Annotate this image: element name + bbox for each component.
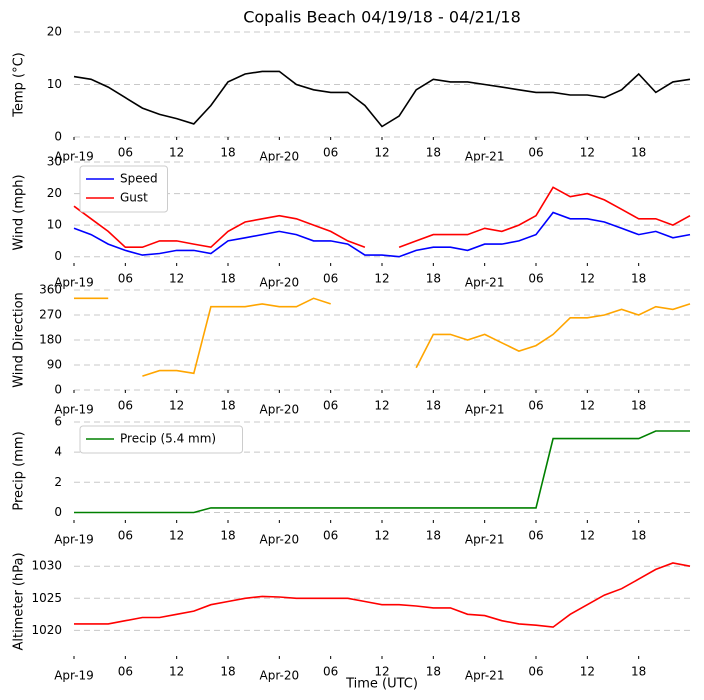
x-tick-label: 18 bbox=[631, 146, 646, 160]
x-tick-label: Apr-20 bbox=[260, 150, 300, 164]
x-tick-label: 18 bbox=[220, 272, 235, 286]
x-tick-label: Apr-20 bbox=[260, 533, 300, 547]
y-tick-label: 2 bbox=[54, 475, 62, 489]
x-tick-label: 12 bbox=[169, 665, 184, 679]
x-tick-label: 06 bbox=[528, 665, 543, 679]
x-tick-label: 18 bbox=[631, 665, 646, 679]
y-tick-label: 10 bbox=[47, 77, 62, 91]
y-tick-label: 1025 bbox=[31, 591, 62, 605]
y-axis-label: Wind (mph) bbox=[12, 174, 27, 250]
y-axis-label: Altimeter (hPa) bbox=[12, 552, 27, 650]
x-tick-label: 06 bbox=[323, 529, 338, 543]
y-tick-label: 360 bbox=[39, 283, 62, 297]
y-tick-label: 4 bbox=[54, 445, 62, 459]
x-tick-label: 18 bbox=[426, 146, 441, 160]
x-tick-label: 06 bbox=[323, 146, 338, 160]
x-tick-label: 18 bbox=[426, 399, 441, 413]
x-tick-label: 06 bbox=[528, 399, 543, 413]
x-tick-label: 12 bbox=[580, 529, 595, 543]
x-tick-label: 06 bbox=[118, 146, 133, 160]
legend-box bbox=[79, 425, 243, 454]
y-tick-label: 270 bbox=[39, 308, 62, 322]
x-axis-label: Time (UTC) bbox=[345, 677, 418, 692]
legend-label: Speed bbox=[120, 172, 158, 186]
x-tick-label: Apr-19 bbox=[54, 150, 94, 164]
y-tick-label: 0 bbox=[54, 249, 62, 263]
data-line bbox=[74, 430, 690, 514]
data-line bbox=[73, 70, 691, 128]
y-tick-label: 0 bbox=[54, 505, 62, 519]
x-tick-label: 18 bbox=[631, 272, 646, 286]
x-tick-label: 06 bbox=[118, 272, 133, 286]
x-tick-label: Apr-21 bbox=[465, 533, 505, 547]
data-line bbox=[73, 211, 691, 258]
legend-label: Precip (5.4 mm) bbox=[120, 432, 216, 446]
x-tick-label: 12 bbox=[580, 272, 595, 286]
x-tick-label: 18 bbox=[220, 665, 235, 679]
x-tick-label: 12 bbox=[374, 529, 389, 543]
x-tick-label: 06 bbox=[118, 399, 133, 413]
data-line bbox=[74, 562, 691, 628]
x-tick-label: Apr-20 bbox=[260, 403, 300, 417]
x-tick-label: Apr-21 bbox=[465, 669, 505, 683]
x-tick-label: Apr-19 bbox=[54, 276, 94, 290]
x-tick-label: 18 bbox=[426, 529, 441, 543]
x-tick-label: 06 bbox=[323, 399, 338, 413]
chart-title: Copalis Beach 04/19/18 - 04/21/18 bbox=[243, 8, 521, 27]
legend-box bbox=[79, 165, 168, 213]
y-tick-label: 30 bbox=[47, 155, 62, 169]
x-tick-label: 12 bbox=[169, 529, 184, 543]
x-tick-label: 12 bbox=[169, 272, 184, 286]
x-tick-label: Apr-21 bbox=[465, 150, 505, 164]
y-tick-label: 20 bbox=[47, 25, 62, 39]
x-tick-label: 12 bbox=[374, 665, 389, 679]
y-tick-label: 180 bbox=[39, 333, 62, 347]
data-line bbox=[74, 297, 691, 377]
x-tick-label: 18 bbox=[220, 146, 235, 160]
x-tick-label: 18 bbox=[631, 399, 646, 413]
x-tick-label: 12 bbox=[374, 399, 389, 413]
y-tick-label: 0 bbox=[54, 383, 62, 397]
x-tick-label: 12 bbox=[374, 272, 389, 286]
x-tick-label: Apr-21 bbox=[465, 403, 505, 417]
x-tick-label: 06 bbox=[528, 146, 543, 160]
y-tick-label: 1030 bbox=[31, 559, 62, 573]
x-tick-label: 18 bbox=[220, 529, 235, 543]
x-tick-label: Apr-19 bbox=[54, 403, 94, 417]
x-tick-label: Apr-20 bbox=[260, 669, 300, 683]
legend-label: Gust bbox=[120, 191, 148, 205]
x-tick-label: Apr-21 bbox=[465, 276, 505, 290]
x-tick-label: 18 bbox=[426, 272, 441, 286]
x-tick-label: 18 bbox=[631, 529, 646, 543]
x-tick-label: 06 bbox=[118, 665, 133, 679]
y-tick-label: 20 bbox=[47, 186, 62, 200]
y-axis-label: Precip (mm) bbox=[12, 431, 27, 510]
y-axis-label: Wind Direction bbox=[12, 292, 27, 388]
x-tick-label: 12 bbox=[580, 399, 595, 413]
y-tick-label: 0 bbox=[54, 130, 62, 144]
x-tick-label: 12 bbox=[580, 665, 595, 679]
x-tick-label: 12 bbox=[169, 399, 184, 413]
data-line bbox=[73, 186, 691, 249]
y-tick-label: 10 bbox=[47, 218, 62, 232]
x-tick-label: 12 bbox=[169, 146, 184, 160]
x-tick-label: 06 bbox=[118, 529, 133, 543]
x-tick-label: 06 bbox=[323, 272, 338, 286]
x-tick-label: Apr-19 bbox=[54, 533, 94, 547]
x-tick-label: 12 bbox=[580, 146, 595, 160]
x-tick-label: 06 bbox=[528, 529, 543, 543]
y-tick-label: 1020 bbox=[31, 623, 62, 637]
x-tick-label: 12 bbox=[374, 146, 389, 160]
y-tick-label: 90 bbox=[47, 358, 62, 372]
x-tick-label: 06 bbox=[323, 665, 338, 679]
x-tick-label: Apr-20 bbox=[260, 276, 300, 290]
x-tick-label: 18 bbox=[426, 665, 441, 679]
x-tick-label: 06 bbox=[528, 272, 543, 286]
y-tick-label: 6 bbox=[54, 415, 62, 429]
x-tick-label: 18 bbox=[220, 399, 235, 413]
x-tick-label: Apr-19 bbox=[54, 669, 94, 683]
y-axis-label: Temp (°C) bbox=[12, 52, 27, 118]
